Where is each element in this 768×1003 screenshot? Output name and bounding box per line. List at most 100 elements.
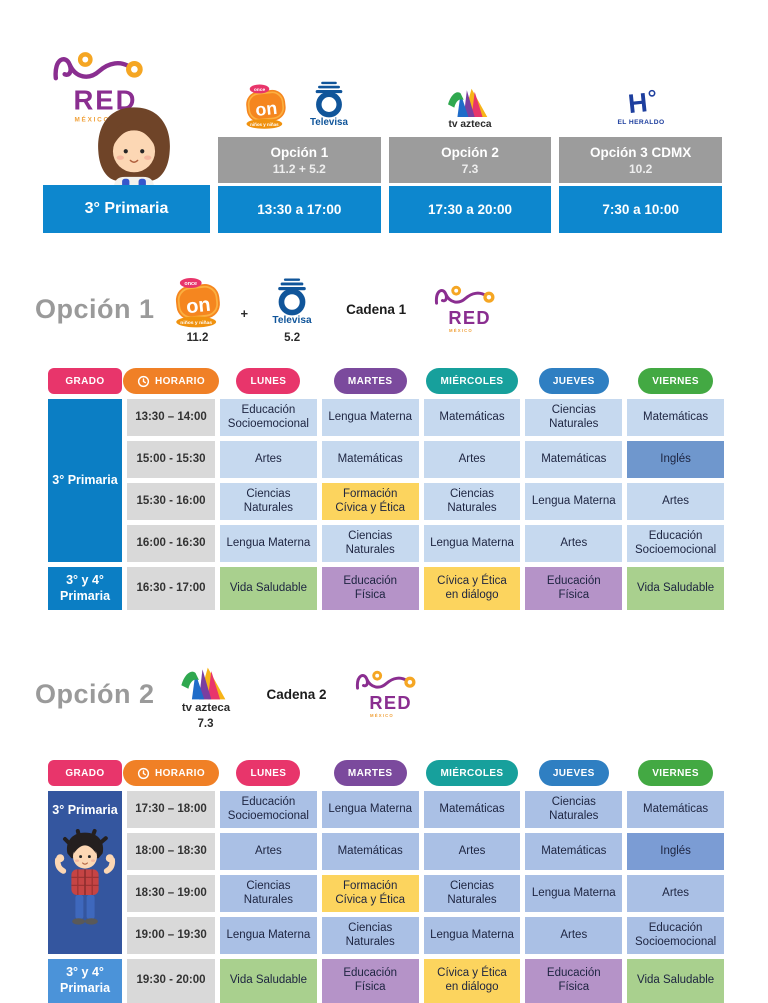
subject-cell: Matemáticas bbox=[627, 791, 724, 829]
subject-cell: Lengua Materna bbox=[321, 791, 419, 829]
subject-cell: Ciencias Naturales bbox=[321, 525, 419, 562]
tv-azteca-text: tv azteca bbox=[181, 702, 230, 714]
grade-cell-last: 3° y 4° Primaria bbox=[48, 959, 122, 1003]
option3-logos: H EL HERALDO bbox=[559, 80, 722, 135]
subject-cell: Inglés bbox=[627, 833, 724, 871]
badge-label: JUEVES bbox=[552, 767, 595, 779]
time-cell: 19:30 - 20:00 bbox=[127, 959, 215, 1003]
subject-cell: Educación Física bbox=[525, 959, 623, 1003]
subject-cell: Ciencias Naturales bbox=[525, 399, 623, 436]
cadena2-label: Cadena 2 bbox=[266, 686, 327, 702]
subject-cell: Vida Saludable bbox=[220, 567, 317, 611]
time-cell: 15:00 - 15:30 bbox=[127, 441, 215, 478]
subject-cell: Educación Física bbox=[525, 567, 623, 611]
grade-cell-last: 3° y 4° Primaria bbox=[48, 567, 122, 611]
subject-cell: Artes bbox=[627, 875, 724, 913]
option-column-3: H EL HERALDO Opción 3 CDMX 10.2 7:30 a 1… bbox=[559, 80, 723, 233]
televisa-text: Televisa bbox=[273, 315, 313, 326]
grade-cell-main: 3° Primaria bbox=[48, 791, 122, 955]
red-logo-subtext: M É X I C O bbox=[370, 713, 393, 718]
header-cell: GRADO bbox=[48, 368, 122, 394]
section-opcion-1: Opción 1 on once niños y niñas 11.2 + Te… bbox=[0, 274, 768, 611]
once-ninos-logo: on once niños y niñas bbox=[175, 277, 220, 328]
grade-last-label: 3° y 4° Primaria bbox=[59, 965, 111, 995]
once-channel-number: 11.2 bbox=[186, 332, 209, 344]
subject-cell: Ciencias Naturales bbox=[321, 917, 419, 955]
plus-sign: + bbox=[240, 305, 249, 321]
clock-icon bbox=[137, 375, 150, 387]
header-cell: MARTES bbox=[322, 760, 419, 787]
red-mexico-logo: RED M É X I C O bbox=[355, 671, 416, 718]
header-cell: JUEVES bbox=[525, 368, 622, 394]
once-bottom-text: niños y niñas bbox=[180, 320, 212, 326]
subject-cell: Formación Cívica y Ética bbox=[321, 483, 419, 520]
badge-horario: HORARIO bbox=[122, 368, 220, 394]
badge-label: LUNES bbox=[250, 375, 287, 387]
subject-cell: Educación Socioemocional bbox=[627, 525, 724, 562]
subject-cell: Matemáticas bbox=[525, 441, 623, 478]
subject-cell: Artes bbox=[220, 441, 317, 478]
option1-box: Opción 1 11.2 + 5.2 bbox=[218, 137, 381, 183]
header-cell: LUNES bbox=[220, 368, 317, 394]
red-logo-text: RED bbox=[369, 692, 412, 713]
section-opcion-2: Opción 2 tv azteca 7.3 Cadena 2 RED M É … bbox=[0, 658, 768, 1003]
option3-name: Opción 3 CDMX bbox=[590, 144, 692, 160]
badge-lunes: LUNES bbox=[236, 760, 301, 787]
table-header-row: GRADO HORARIO LUNES MARTES MIÉRCOLES JUEVES VI… bbox=[48, 368, 724, 394]
badge-label: MARTES bbox=[347, 375, 393, 387]
subject-cell: Matemáticas bbox=[627, 399, 724, 436]
section2-header: Opción 2 tv azteca 7.3 Cadena 2 RED M É … bbox=[35, 658, 768, 730]
header-cell: VIERNES bbox=[627, 368, 724, 394]
tv-azteca-logo: tv azteca bbox=[448, 88, 492, 130]
badge-label: LUNES bbox=[250, 767, 287, 779]
subject-cell: Ciencias Naturales bbox=[423, 875, 521, 913]
time-cell: 18:30 – 19:00 bbox=[127, 875, 215, 913]
table-body: 3° Primaria 17:30 – 18:00 Educación Socio… bbox=[48, 791, 724, 1003]
subject-cell: Vida Saludable bbox=[220, 959, 317, 1003]
subject-cell: Artes bbox=[525, 917, 623, 955]
top-header: RED M É X I C O 3° Primaria on once niño bbox=[0, 0, 768, 252]
televisa-logo: Televisa bbox=[273, 278, 313, 326]
badge-lunes: LUNES bbox=[236, 368, 301, 394]
badge-label: MIÉRCOLES bbox=[440, 767, 504, 779]
time-cell: 16:30 - 17:00 bbox=[127, 567, 215, 611]
televisa-channel-number: 5.2 bbox=[284, 332, 301, 344]
option1-channels: 11.2 + 5.2 bbox=[272, 161, 326, 176]
el-heraldo-logo: H EL HERALDO bbox=[617, 87, 664, 126]
header-cell: MIÉRCOLES bbox=[424, 368, 521, 394]
section1-once: on once niños y niñas 11.2 bbox=[169, 274, 227, 344]
option3-channels: 10.2 bbox=[629, 161, 653, 176]
tv-azteca-text: tv azteca bbox=[448, 119, 491, 130]
once-on-text: on bbox=[255, 98, 279, 120]
section1-header: Opción 1 on once niños y niñas 11.2 + Te… bbox=[35, 274, 768, 344]
option1-name: Opción 1 bbox=[270, 144, 329, 160]
schedule-table-1: GRADO HORARIO LUNES MARTES MIÉRCOLES JUEVES VI… bbox=[48, 368, 724, 611]
once-top-text: once bbox=[254, 88, 266, 93]
subject-cell: Lengua Materna bbox=[423, 917, 521, 955]
red-logo-subtext: M É X I C O bbox=[449, 328, 472, 333]
time-cell: 19:00 – 19:30 bbox=[127, 917, 215, 955]
televisa-text: Televisa bbox=[310, 117, 348, 128]
once-on-text: on bbox=[185, 294, 212, 318]
grade-main-label: 3° Primaria bbox=[52, 803, 118, 818]
subject-cell: Matemáticas bbox=[321, 833, 419, 871]
subject-cell: Artes bbox=[423, 833, 521, 871]
subject-cell: Artes bbox=[627, 483, 724, 520]
grade-main-label: 3° Primaria bbox=[52, 472, 118, 487]
header-cell: MIÉRCOLES bbox=[424, 760, 521, 787]
subject-cell: Lengua Materna bbox=[525, 875, 623, 913]
badge-label: GRADO bbox=[65, 375, 105, 387]
option2-time: 17:30 a 20:00 bbox=[388, 186, 552, 233]
header-cell: JUEVES bbox=[525, 760, 622, 787]
once-ninos-logo: on once niños y niñas bbox=[246, 84, 286, 129]
time-cell: 16:00 - 16:30 bbox=[127, 525, 215, 562]
badge-mircoles: MIÉRCOLES bbox=[426, 760, 518, 787]
subject-cell: Educación Física bbox=[321, 567, 419, 611]
section2-azteca: tv azteca 7.3 bbox=[169, 658, 243, 730]
cadena1-label: Cadena 1 bbox=[346, 301, 407, 317]
badge-jueves: JUEVES bbox=[538, 368, 609, 394]
clock-icon bbox=[137, 767, 150, 779]
subject-cell: Ciencias Naturales bbox=[220, 483, 317, 520]
time-cell: 18:00 – 18:30 bbox=[127, 833, 215, 871]
